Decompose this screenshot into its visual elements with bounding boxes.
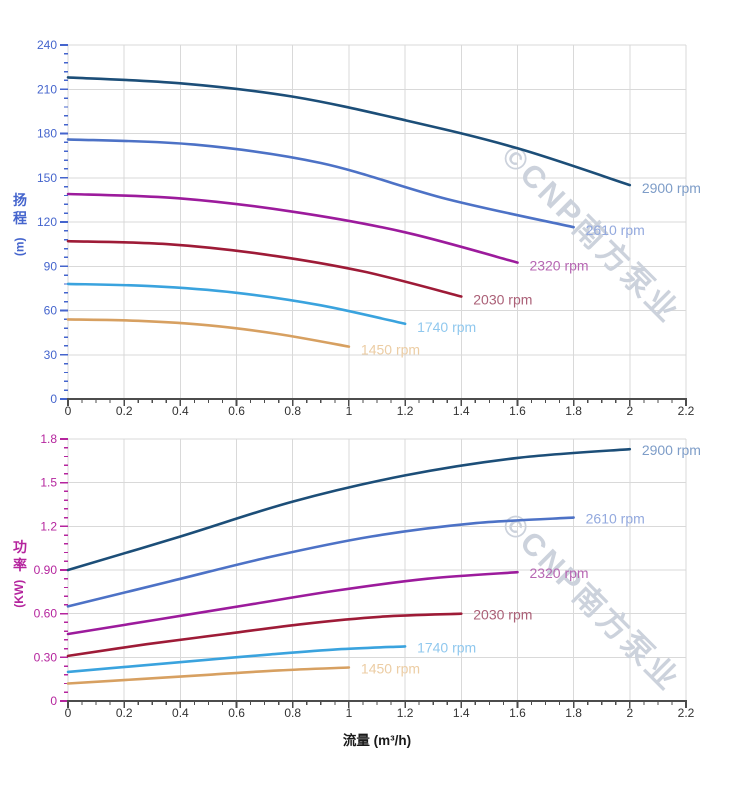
curve-2030-rpm [66,612,463,658]
x-tick-label: 2.2 [678,404,695,418]
curve-2320-rpm [66,192,519,264]
power-axis-title: 功 率 (KW) [7,538,33,608]
x-tick-label: 1.8 [565,404,582,418]
x-tick-label: 0 [65,404,72,418]
curve-2900-rpm [66,76,632,187]
y-tick-label: 240 [37,38,57,52]
y-tick-label: 90 [44,259,58,273]
head-axis-char1: 扬 [13,192,27,208]
y-tick-label: 30 [44,348,58,362]
curve-label-2320-rpm: 2320 rpm [529,258,588,274]
x-tick-label: 1.6 [509,706,526,720]
power-axis-char1: 功 [13,539,27,555]
x-tick-label: 1.8 [565,706,582,720]
curve-label-2030-rpm: 2030 rpm [473,291,532,307]
x-tick-label: 0.8 [284,706,301,720]
y-tick-label: 1.5 [40,476,57,490]
y-tick-label: 0 [50,392,57,406]
curve-label-2320-rpm: 2320 rpm [529,565,588,581]
y-tick-label: 1.8 [40,432,57,446]
head-axis-char2: 程 [13,210,27,227]
curve-2610-rpm [66,138,575,229]
x-tick-label: 0.2 [116,706,133,720]
curve-2900-rpm [66,447,632,572]
x-tick-label: 1.4 [453,706,470,720]
watermark: ©CNP南方泵业 [495,506,687,698]
curve-1450-rpm [66,666,351,685]
curve-1740-rpm [66,645,407,674]
power-axis-char2: 率 [13,557,27,574]
x-tick-label: 0.2 [116,404,133,418]
x-tick-label: 1.6 [509,404,526,418]
x-tick-label: 2.2 [678,706,695,720]
x-tick-label: 1.4 [453,404,470,418]
y-tick-label: 120 [37,215,57,229]
flow-axis-title: 流量 (m³/h) [342,733,412,748]
head-axis-title: 扬 程 (m) [7,191,33,257]
x-tick-label: 0 [65,706,72,720]
y-tick-label: 0 [50,694,57,708]
curve-label-2610-rpm: 2610 rpm [586,511,645,527]
x-tick-label: 1 [346,404,353,418]
curve-label-1450-rpm: 1450 rpm [361,342,420,358]
x-tick-label: 2 [626,706,633,720]
curve-label-2900-rpm: 2900 rpm [642,442,701,458]
curve-label-2030-rpm: 2030 rpm [473,607,532,623]
curve-2610-rpm [66,516,575,608]
head-axis-unit: (m) [12,237,27,257]
curve-label-2900-rpm: 2900 rpm [642,180,701,196]
x-tick-label: 0.4 [172,706,189,720]
y-tick-label: 0.60 [34,607,58,621]
curve-label-1740-rpm: 1740 rpm [417,639,476,655]
x-tick-label: 2 [626,404,633,418]
curve-2320-rpm [66,570,519,636]
x-tick-label: 1.2 [397,706,414,720]
y-tick-label: 210 [37,82,57,96]
curve-label-1450-rpm: 1450 rpm [361,661,420,677]
y-tick-label: 0.30 [34,650,58,664]
power-axis-unit: (KW) [12,580,27,609]
x-tick-label: 0.6 [228,404,245,418]
curve-label-1740-rpm: 1740 rpm [417,319,476,335]
curve-label-2610-rpm: 2610 rpm [586,222,645,238]
x-tick-label: 0.4 [172,404,189,418]
y-tick-label: 180 [37,127,57,141]
y-tick-label: 0.90 [34,563,58,577]
curve-1450-rpm [66,318,351,348]
y-tick-label: 60 [44,304,58,318]
x-tick-label: 1 [346,706,353,720]
x-tick-label: 0.6 [228,706,245,720]
curve-1740-rpm [66,282,407,326]
curve-2030-rpm [66,239,463,298]
x-tick-label: 0.8 [284,404,301,418]
x-tick-label: 1.2 [397,404,414,418]
y-tick-label: 150 [37,171,57,185]
y-tick-label: 1.2 [40,519,57,533]
